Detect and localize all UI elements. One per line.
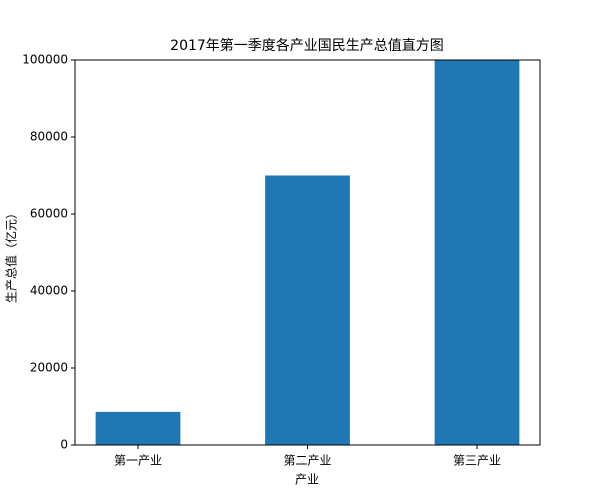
- x-tick-label: 第二产业: [283, 454, 331, 468]
- x-axis-label: 产业: [295, 473, 319, 487]
- y-tick-label: 80000: [30, 130, 68, 144]
- y-tick-label: 20000: [30, 361, 68, 375]
- plot-area: [95, 60, 520, 445]
- bar: [265, 175, 350, 445]
- y-axis-label: 生产总值（亿元）: [4, 207, 19, 303]
- y-tick-label: 40000: [30, 284, 68, 298]
- y-tick-label: 60000: [30, 207, 68, 221]
- x-tick-label: 第三产业: [453, 454, 501, 468]
- x-tick-label: 第一产业: [114, 454, 162, 468]
- y-tick-label: 0: [60, 438, 68, 452]
- bar: [434, 60, 520, 445]
- bar: [95, 411, 181, 445]
- chart-title: 2017年第一季度各产业国民生产总值直方图: [170, 37, 444, 54]
- y-tick-label: 100000: [22, 53, 68, 67]
